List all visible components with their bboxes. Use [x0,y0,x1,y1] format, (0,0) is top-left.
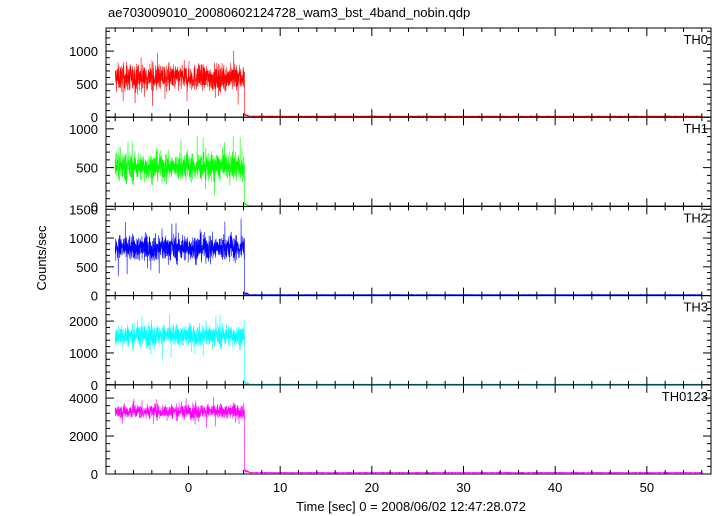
band-label-th2: TH2 [683,210,708,225]
band-label-th1: TH1 [683,121,708,136]
y-tick-label: 1000 [69,231,98,246]
series-line-th2 [114,218,702,296]
y-axis-label: Counts/sec [34,225,49,291]
y-tick-label: 1000 [69,44,98,59]
series-line-th3 [114,314,702,386]
panel-frame-th1 [105,116,712,207]
y-tick-label: 4000 [69,391,98,406]
y-tick-label: 1000 [69,122,98,137]
panel-frame-th0123 [105,384,712,475]
x-tick-label: 20 [365,480,379,495]
x-tick-label: 40 [548,480,562,495]
x-tick-label: 0 [185,480,192,495]
y-tick-label: 1500 [69,202,98,217]
panels-group: TH005001000TH105001000TH2050010001500TH3… [69,27,712,495]
series-line-th0 [114,50,703,118]
y-tick-label: 2000 [69,314,98,329]
series-line-th0123 [114,396,703,475]
y-tick-label: 500 [76,260,98,275]
x-tick-label: 30 [456,480,470,495]
x-tick-label: 10 [273,480,287,495]
y-tick-label: 1000 [69,346,98,361]
series-line-th1 [114,135,702,207]
y-tick-label: 0 [91,378,98,393]
panel-frame-th2 [105,205,712,297]
band-label-th0123: TH0123 [662,389,708,404]
y-tick-label: 0 [91,110,98,125]
y-tick-label: 500 [76,161,98,176]
x-axis-label: Time [sec] 0 = 2008/06/02 12:47:28.072 [296,499,526,514]
y-tick-label: 2000 [69,429,98,444]
y-tick-label: 0 [91,199,98,214]
x-tick-label: 50 [640,480,654,495]
y-tick-label: 500 [76,77,98,92]
band-label-th0: TH0 [683,32,708,47]
y-tick-label: 0 [91,289,98,304]
chart-title: ae703009010_20080602124728_wam3_bst_4ban… [108,5,470,20]
y-tick-label: 0 [91,467,98,482]
band-label-th3: TH3 [683,300,708,315]
